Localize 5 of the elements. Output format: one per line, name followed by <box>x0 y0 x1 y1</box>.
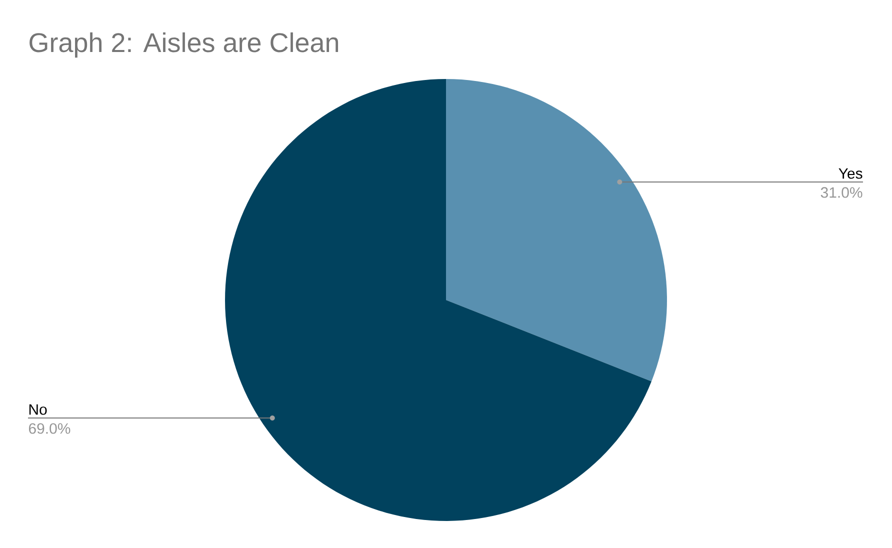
data-label: 31.0% <box>820 187 862 198</box>
slice-label: No <box>29 404 47 415</box>
slice-label: Yes <box>838 168 862 179</box>
data-label: 69.0% <box>28 423 70 434</box>
chart-title: Graph 2: Aisles are Clean <box>30 32 338 58</box>
